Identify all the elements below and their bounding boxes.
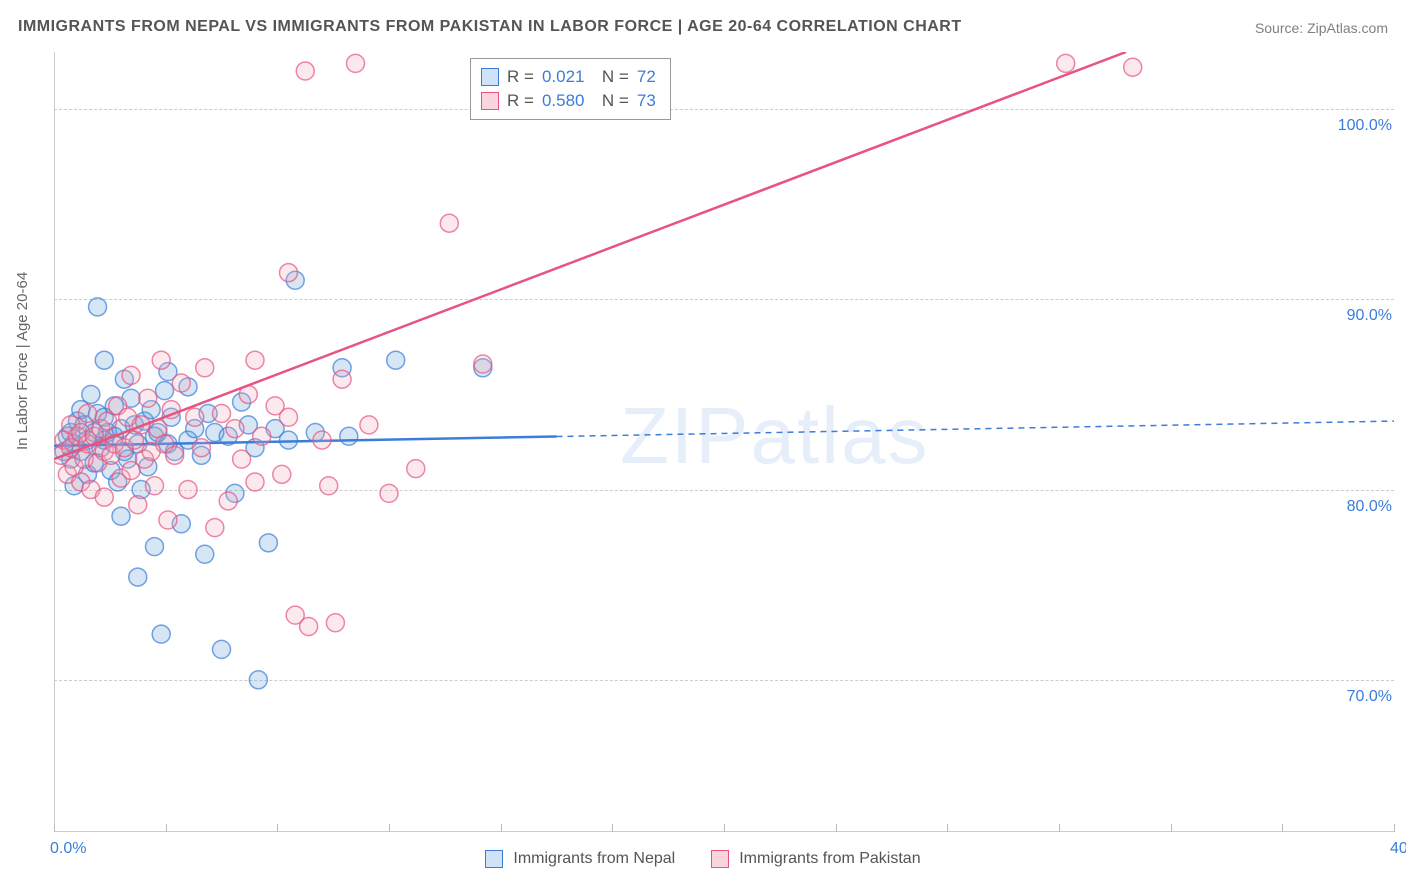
data-point xyxy=(95,351,113,369)
data-point xyxy=(129,568,147,586)
data-point xyxy=(300,618,318,636)
data-point xyxy=(226,420,244,438)
stats-n-pakistan: 73 xyxy=(637,91,656,111)
stats-r-label: R = xyxy=(507,91,534,111)
legend-swatch-pakistan xyxy=(711,850,729,868)
data-point xyxy=(156,382,174,400)
data-point xyxy=(146,477,164,495)
data-point xyxy=(296,62,314,80)
data-point xyxy=(219,492,237,510)
data-point xyxy=(326,614,344,632)
data-point xyxy=(82,385,100,403)
source-label: Source: ZipAtlas.com xyxy=(1255,20,1388,36)
data-point xyxy=(253,427,271,445)
data-point xyxy=(112,507,130,525)
data-point xyxy=(166,446,184,464)
stats-legend-box: R = 0.021 N = 72 R = 0.580 N = 73 xyxy=(470,58,671,120)
data-point xyxy=(249,671,267,689)
data-point xyxy=(186,408,204,426)
data-point xyxy=(280,408,298,426)
legend-label-nepal: Immigrants from Nepal xyxy=(513,850,675,868)
data-point xyxy=(280,431,298,449)
data-point xyxy=(440,214,458,232)
data-point xyxy=(387,351,405,369)
stats-row-nepal: R = 0.021 N = 72 xyxy=(481,65,656,89)
data-point xyxy=(347,54,365,72)
legend-item-pakistan: Immigrants from Pakistan xyxy=(711,850,920,868)
data-point xyxy=(259,534,277,552)
stats-n-label: N = xyxy=(592,91,628,111)
stats-r-nepal: 0.021 xyxy=(542,67,585,87)
data-point xyxy=(333,370,351,388)
data-point xyxy=(320,477,338,495)
data-point xyxy=(196,545,214,563)
y-axis-label: In Labor Force | Age 20-64 xyxy=(14,272,31,450)
data-point xyxy=(192,439,210,457)
data-point xyxy=(233,450,251,468)
data-point xyxy=(1057,54,1075,72)
stats-row-pakistan: R = 0.580 N = 73 xyxy=(481,89,656,113)
data-point xyxy=(122,366,140,384)
data-point xyxy=(340,427,358,445)
data-point xyxy=(273,465,291,483)
swatch-nepal xyxy=(481,68,499,86)
data-point xyxy=(213,640,231,658)
data-point xyxy=(129,496,147,514)
swatch-pakistan xyxy=(481,92,499,110)
data-point xyxy=(179,481,197,499)
data-point xyxy=(159,511,177,529)
data-point xyxy=(79,404,97,422)
data-point xyxy=(146,538,164,556)
data-point xyxy=(407,460,425,478)
xtick-mark xyxy=(1394,824,1395,832)
data-point xyxy=(196,359,214,377)
data-point xyxy=(95,488,113,506)
trend-line-dashed xyxy=(557,421,1395,436)
data-point xyxy=(152,625,170,643)
bottom-legend: Immigrants from Nepal Immigrants from Pa… xyxy=(0,850,1406,868)
stats-r-label: R = xyxy=(507,67,534,87)
data-point xyxy=(89,298,107,316)
stats-n-label: N = xyxy=(592,67,628,87)
data-point xyxy=(139,389,157,407)
legend-item-nepal: Immigrants from Nepal xyxy=(485,850,675,868)
data-point xyxy=(246,473,264,491)
data-point xyxy=(1124,58,1142,76)
chart-title: IMMIGRANTS FROM NEPAL VS IMMIGRANTS FROM… xyxy=(18,18,962,36)
data-point xyxy=(152,351,170,369)
data-point xyxy=(313,431,331,449)
data-point xyxy=(360,416,378,434)
data-point xyxy=(246,351,264,369)
data-point xyxy=(380,484,398,502)
data-point xyxy=(172,374,190,392)
stats-r-pakistan: 0.580 xyxy=(542,91,585,111)
data-point xyxy=(474,355,492,373)
data-point xyxy=(213,404,231,422)
legend-swatch-nepal xyxy=(485,850,503,868)
scatter-plot xyxy=(54,52,1394,832)
stats-n-nepal: 72 xyxy=(637,67,656,87)
data-point xyxy=(206,519,224,537)
data-point xyxy=(280,264,298,282)
legend-label-pakistan: Immigrants from Pakistan xyxy=(739,850,920,868)
